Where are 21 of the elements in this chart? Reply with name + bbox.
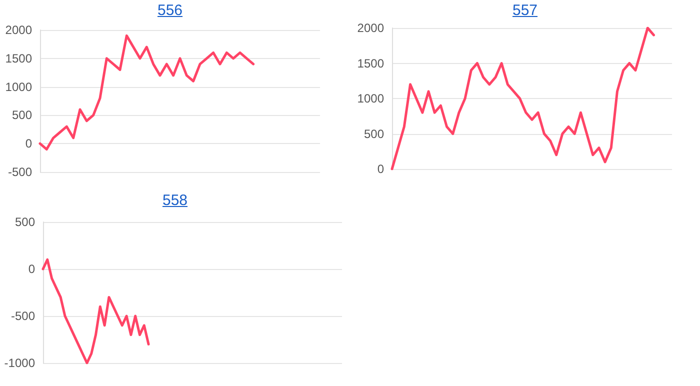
y-tick-label: 1000	[5, 80, 32, 94]
y-tick-label: 2000	[5, 23, 32, 37]
y-tick-label: -1000	[4, 356, 36, 370]
line-series	[38, 34, 255, 151]
y-tick-label: 500	[14, 215, 36, 229]
y-tick-label: 0	[377, 162, 384, 176]
y-tick-label: -500	[10, 309, 36, 323]
line-series	[42, 258, 150, 364]
y-tick-label: 500	[364, 126, 384, 141]
chart-title: 556	[156, 2, 184, 19]
y-tick-label: 1000	[357, 92, 384, 106]
y-tick-label: 0	[25, 136, 32, 151]
chart-title: 558	[161, 192, 189, 209]
line-series	[390, 26, 655, 170]
chart-title: 557	[511, 2, 539, 19]
y-tick-label: -500	[8, 165, 32, 179]
y-tick-label: 2000	[357, 21, 384, 35]
y-tick-label: 1500	[357, 56, 384, 70]
y-tick-label: 0	[28, 262, 36, 276]
y-tick-label: 500	[12, 108, 32, 122]
y-tick-label: 1500	[5, 51, 32, 66]
